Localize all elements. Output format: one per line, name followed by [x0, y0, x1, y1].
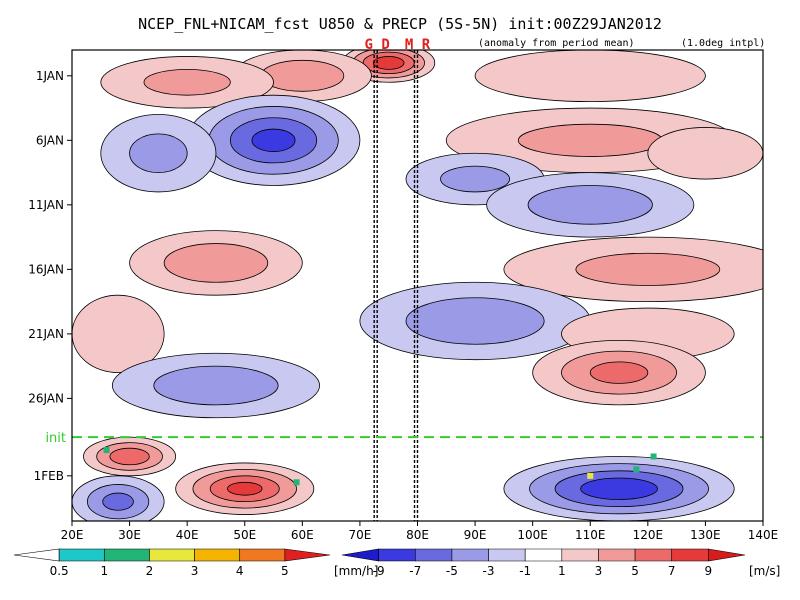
- y-tick-label: 1JAN: [36, 69, 64, 83]
- u850-colorbar-label: -3: [483, 564, 495, 578]
- u850-colorbar-unit: [m/s]: [749, 564, 780, 578]
- u850-colorbar-label: -9: [373, 564, 385, 578]
- precip-colorbar-segment: [239, 548, 286, 562]
- plot-area: [72, 50, 763, 521]
- u850-anomaly-contour: [143, 68, 231, 96]
- precip-colorbar-segment: [13, 548, 60, 562]
- u850-colorbar-segment: [671, 548, 709, 562]
- u850-colorbar-segment: [598, 548, 636, 562]
- u850-colorbar-label: 5: [631, 564, 639, 578]
- x-tick-label: 100E: [517, 528, 548, 542]
- precip-colorbar-label: 0.5: [50, 564, 69, 578]
- x-tick-label: 120E: [633, 528, 664, 542]
- precip-colorbar-label: 3: [191, 564, 199, 578]
- x-tick-label: 110E: [575, 528, 606, 542]
- x-tick-label: 130E: [690, 528, 721, 542]
- u850-anomaly-contour: [153, 365, 279, 406]
- x-tick-label: 70E: [348, 528, 371, 542]
- axes: 20E 30E 40E 50E 60E 70E 80E 90E 100E 110E 120E 130E…: [28, 49, 779, 542]
- u850-colorbar-label: 7: [668, 564, 676, 578]
- precip-spot: [587, 472, 594, 479]
- precip-spot: [633, 466, 640, 473]
- precip-colorbar-segment: [103, 548, 150, 562]
- u850-anomaly-contour: [129, 133, 188, 173]
- y-tick-label: 11JAN: [28, 198, 64, 212]
- u850-anomaly-contour: [227, 481, 263, 496]
- u850-colorbar-segment: [524, 548, 563, 562]
- x-tick-label: 40E: [176, 528, 199, 542]
- x-tick-label: 60E: [291, 528, 314, 542]
- marker-label: G D: [365, 37, 390, 53]
- y-tick-label: 1FEB: [34, 469, 64, 483]
- u850-colorbar-label: 1: [558, 564, 566, 578]
- x-tick-label: 80E: [406, 528, 429, 542]
- anomaly-note: (anomaly from period mean): [478, 38, 635, 49]
- u850-anomaly-contour: [647, 127, 763, 180]
- u850-field: [72, 50, 763, 521]
- x-tick-label: 90E: [464, 528, 487, 542]
- u850-colorbar-segment: [488, 548, 526, 562]
- u850-colorbar-segment: [561, 548, 599, 562]
- precip-colorbar-label: 2: [146, 564, 154, 578]
- y-tick-label: 16JAN: [28, 262, 64, 276]
- u850-colorbar-label: -1: [519, 564, 531, 578]
- u850-colorbar-label: 3: [595, 564, 603, 578]
- u850-anomaly-contour: [474, 50, 706, 103]
- u850-anomaly-contour: [527, 185, 653, 225]
- y-tick-label: 26JAN: [28, 391, 64, 405]
- precip-colorbar-segment: [58, 548, 105, 562]
- y-tick-label: 6JAN: [36, 133, 64, 147]
- u850-colorbar-segment: [451, 548, 489, 562]
- u850-anomaly-contour: [109, 447, 150, 466]
- precip-colorbar-segment: [284, 548, 331, 562]
- u850-anomaly-contour: [517, 123, 663, 157]
- u850-colorbar-label: -5: [446, 564, 458, 578]
- u850-anomaly-contour: [440, 165, 511, 193]
- x-tick-label: 50E: [233, 528, 256, 542]
- plot-overlay: G D M R init: [45, 37, 763, 521]
- u850-anomaly-contour: [102, 492, 134, 511]
- precip-colorbar-label: 4: [236, 564, 244, 578]
- marker-label: M R: [405, 37, 431, 53]
- precip-colorbar-segment: [194, 548, 241, 562]
- u850-colorbar-segment: [414, 548, 453, 562]
- u850-anomaly-contour: [575, 252, 721, 286]
- u850-anomaly-contour: [72, 294, 165, 373]
- x-tick-label: 140E: [748, 528, 779, 542]
- colorbars: 0.5 1 2 3 4 5 [mm/h]-9 -7 -5 -3 -1 1 3 5 7 9 [m/s]: [13, 548, 780, 578]
- u850-anomaly-contour: [589, 361, 649, 384]
- u850-colorbar-segment: [341, 548, 379, 562]
- precip-colorbar-segment: [149, 548, 195, 562]
- x-tick-label: 30E: [118, 528, 141, 542]
- x-tick-label: 20E: [61, 528, 84, 542]
- precip-colorbar-label: 5: [281, 564, 289, 578]
- u850-colorbar-segment: [634, 548, 673, 562]
- u850-anomaly-contour: [580, 477, 658, 500]
- u850-colorbar-label: -7: [409, 564, 421, 578]
- precip-spot: [293, 479, 300, 486]
- chart-title: NCEP_FNL+NICAM_fcst U850 & PRECP (5S-5N)…: [138, 15, 662, 33]
- interpolation-note: (1.0deg intpl): [681, 38, 765, 49]
- u850-colorbar-segment: [708, 548, 746, 562]
- u850-anomaly-contour: [372, 56, 405, 70]
- u850-anomaly-contour: [260, 59, 345, 92]
- u850-anomaly-contour: [251, 128, 296, 153]
- precip-spot: [103, 447, 110, 454]
- u850-colorbar-label: 9: [705, 564, 713, 578]
- init-label: init: [45, 431, 66, 446]
- u850-anomaly-contour: [405, 297, 545, 345]
- u850-colorbar-segment: [378, 548, 416, 562]
- precip-colorbar-label: 1: [100, 564, 108, 578]
- y-tick-label: 21JAN: [28, 327, 64, 341]
- precip-spot: [650, 453, 657, 460]
- u850-anomaly-contour: [163, 243, 269, 283]
- precip-colorbar-unit: [mm/h]: [334, 564, 378, 578]
